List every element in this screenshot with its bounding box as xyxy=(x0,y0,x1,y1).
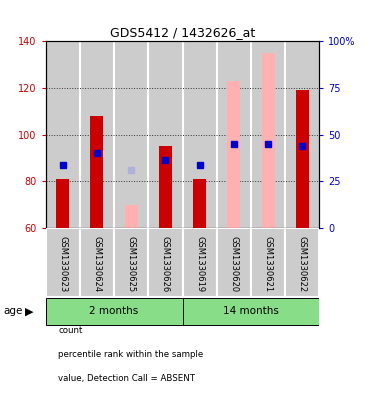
Bar xyxy=(217,228,251,297)
Bar xyxy=(114,41,148,228)
Text: 2 months: 2 months xyxy=(89,307,139,316)
Bar xyxy=(182,228,217,297)
Bar xyxy=(262,53,274,228)
Bar xyxy=(46,41,80,228)
Text: GSM1330621: GSM1330621 xyxy=(264,236,273,292)
Bar xyxy=(299,143,306,149)
Text: GSM1330620: GSM1330620 xyxy=(229,236,238,292)
Text: count: count xyxy=(58,326,83,334)
Text: GSM1330626: GSM1330626 xyxy=(161,236,170,292)
Text: GSM1330623: GSM1330623 xyxy=(58,236,67,292)
Bar xyxy=(46,298,182,325)
Bar xyxy=(231,141,237,147)
Bar xyxy=(80,228,114,297)
Bar xyxy=(251,228,285,297)
Bar xyxy=(148,228,182,297)
Text: percentile rank within the sample: percentile rank within the sample xyxy=(58,350,204,359)
Bar xyxy=(91,116,103,228)
Text: GSM1330622: GSM1330622 xyxy=(298,236,307,292)
Text: 14 months: 14 months xyxy=(223,307,279,316)
Bar xyxy=(59,162,66,168)
Bar xyxy=(56,179,69,228)
Title: GDS5412 / 1432626_at: GDS5412 / 1432626_at xyxy=(110,26,255,39)
Bar xyxy=(114,228,148,297)
Bar xyxy=(217,41,251,228)
Bar xyxy=(128,167,134,173)
Bar xyxy=(125,205,138,228)
Bar xyxy=(285,41,319,228)
Bar xyxy=(159,146,172,228)
Bar xyxy=(94,150,100,156)
Text: value, Detection Call = ABSENT: value, Detection Call = ABSENT xyxy=(58,375,195,383)
Bar xyxy=(193,179,206,228)
Bar xyxy=(296,90,309,228)
Bar xyxy=(162,157,169,163)
Bar xyxy=(148,41,182,228)
Text: GSM1330625: GSM1330625 xyxy=(127,236,136,292)
Text: GSM1330624: GSM1330624 xyxy=(92,236,101,292)
Bar xyxy=(196,162,203,168)
Text: ▶: ▶ xyxy=(25,307,33,316)
Bar xyxy=(265,141,271,147)
Bar xyxy=(251,41,285,228)
Bar xyxy=(182,298,319,325)
Bar xyxy=(285,228,319,297)
Bar xyxy=(182,41,217,228)
Bar xyxy=(46,228,80,297)
Text: age: age xyxy=(4,307,23,316)
Text: GSM1330619: GSM1330619 xyxy=(195,236,204,292)
Bar xyxy=(227,81,240,228)
Bar xyxy=(80,41,114,228)
